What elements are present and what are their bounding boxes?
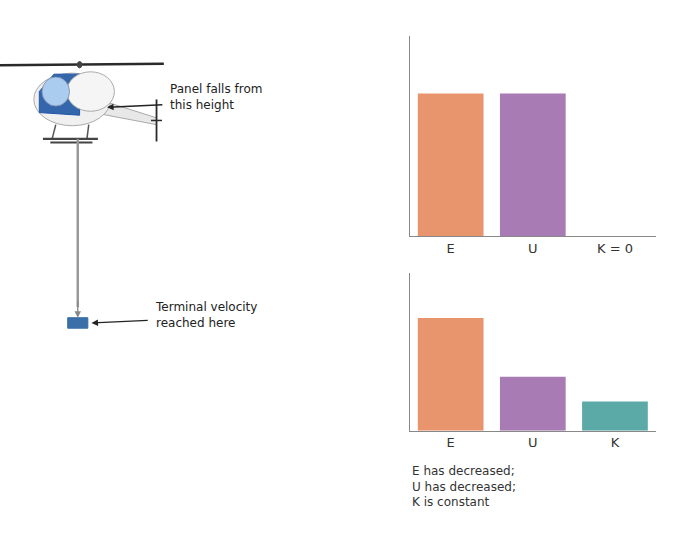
- svg-text:E: E: [447, 435, 455, 450]
- svg-text:K: K: [611, 435, 620, 450]
- svg-text:Panel falls fromthis height: Panel falls fromthis height: [170, 82, 262, 112]
- svg-text:K = 0: K = 0: [597, 241, 633, 256]
- svg-text:Terminal velocityreached here: Terminal velocityreached here: [155, 300, 257, 330]
- svg-text:E: E: [447, 241, 455, 256]
- svg-text:U: U: [528, 241, 538, 256]
- svg-text:E has decreased;U has decrease: E has decreased;U has decreased;K is con…: [412, 464, 516, 509]
- svg-text:U: U: [528, 435, 538, 450]
